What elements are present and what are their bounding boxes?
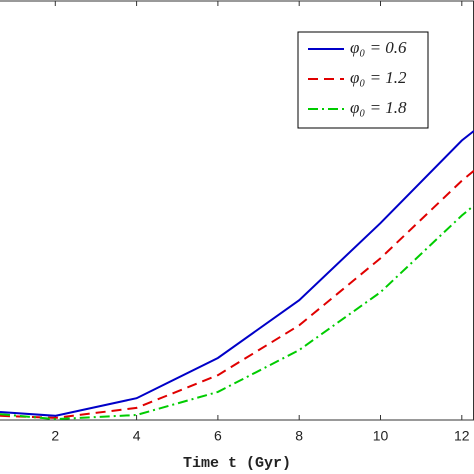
legend-label: φ₀ = 1.8: [350, 98, 407, 117]
x-tick-label: 2: [51, 428, 59, 444]
x-tick-label: 4: [133, 428, 141, 444]
legend-label: φ₀ = 1.2: [350, 68, 407, 87]
series-line: [0, 169, 474, 419]
x-axis-label: Time t (Gyr): [183, 455, 291, 472]
x-tick-label: 10: [373, 428, 389, 444]
series-line: [0, 204, 474, 421]
series-line: [0, 130, 474, 417]
x-tick-label: 8: [295, 428, 303, 444]
legend-label: φ₀ = 0.6: [350, 38, 407, 57]
x-tick-label: 6: [214, 428, 222, 444]
x-tick-label: 12: [454, 428, 470, 444]
